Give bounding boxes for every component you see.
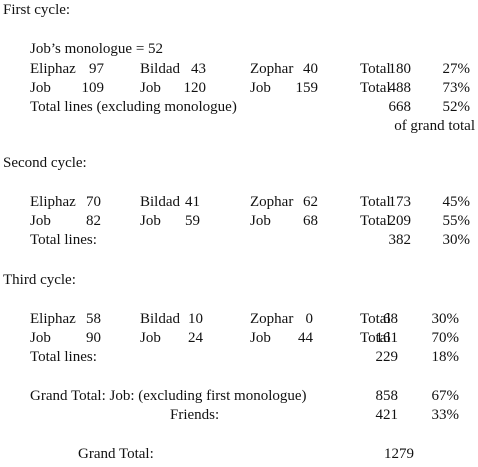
count: 44 [298,330,313,346]
count: 159 [295,80,319,96]
grand-total-value: 1279 [384,446,414,462]
total-value: 668 [388,99,412,115]
total-value: 209 [388,213,412,229]
count: 70 [86,194,101,210]
speaker: Eliphaz [30,311,76,327]
section-title: Third cycle: [3,272,76,288]
total-label: Total [360,80,391,96]
count: 109 [81,80,105,96]
total-label: Total [360,213,391,229]
count: 68 [303,213,318,229]
total-value: 488 [388,80,412,96]
grand-label: Grand Total: Job: (excluding first monol… [30,388,307,404]
total-label: Total [360,194,391,210]
total-label: Total [360,330,391,346]
speaker: Eliphaz [30,194,76,210]
grand-value: 858 [375,388,399,404]
total-value: 180 [388,61,412,77]
total-label: Total [360,311,391,327]
count: 120 [183,80,207,96]
total-value: 382 [388,232,412,248]
speaker: Bildad [140,61,180,77]
count: 90 [86,330,101,346]
speaker: Job [30,213,51,229]
count: 40 [303,61,318,77]
total-percent: 70% [431,330,460,346]
total-value: 161 [375,330,399,346]
note: Job’s monologue = 52 [30,41,164,57]
total-percent: 18% [431,349,460,365]
speaker: Zophar [250,311,294,327]
speaker: Bildad [140,311,180,327]
count: 59 [185,213,200,229]
friends-percent: 33% [431,407,460,423]
speaker: Bildad [140,194,180,210]
grand-total-label: Grand Total: [78,446,154,462]
speaker: Job [250,213,271,229]
count: 10 [188,311,203,327]
count: 0 [305,311,314,327]
speaker: Job [140,80,161,96]
speaker: Job [30,330,51,346]
total-label: Total [360,61,391,77]
total-percent: 27% [442,61,471,77]
speaker: Zophar [250,61,294,77]
total-label: Total lines (excluding monologue) [30,99,237,115]
speaker: Job [250,80,271,96]
total-value: 173 [388,194,412,210]
speaker: Job [250,330,271,346]
total-percent: 45% [442,194,471,210]
speaker: Eliphaz [30,61,76,77]
grand-percent: 67% [431,388,460,404]
section-title: First cycle: [3,2,71,18]
speaker: Job [140,330,161,346]
total-percent: 55% [442,213,471,229]
count: 82 [86,213,101,229]
count: 41 [185,194,200,210]
total-value: 229 [375,349,399,365]
total-percent: 30% [442,232,471,248]
section-title: Second cycle: [3,155,87,171]
speaker: Job [30,80,51,96]
count: 58 [86,311,101,327]
count: 97 [89,61,104,77]
total-label: Total lines: [30,232,97,248]
count: 43 [191,61,206,77]
total-percent: 52% [442,99,471,115]
total-percent: 73% [442,80,471,96]
friends-value: 421 [375,407,399,423]
speaker: Job [140,213,161,229]
count: 24 [188,330,203,346]
total-value: 68 [383,311,398,327]
count: 62 [303,194,318,210]
friends-label: Friends: [170,407,220,423]
total-percent: 30% [431,311,460,327]
total-label: Total lines: [30,349,97,365]
note: of grand total [394,118,475,134]
speaker: Zophar [250,194,294,210]
